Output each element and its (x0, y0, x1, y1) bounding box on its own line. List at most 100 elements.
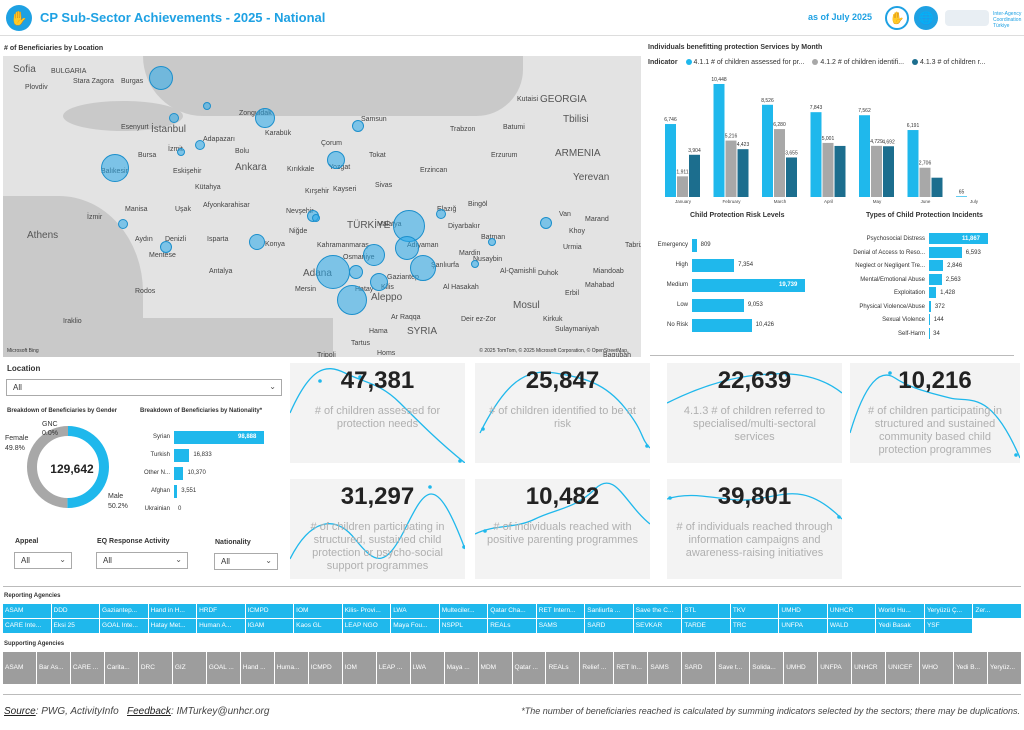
supporting-agency[interactable]: Huma... (274, 652, 308, 684)
location-bubble[interactable] (337, 285, 367, 315)
supporting-agency[interactable]: Relief ... (580, 652, 614, 684)
location-bubble[interactable] (101, 154, 129, 182)
reporting-agency[interactable]: Maya Fou... (391, 619, 439, 633)
reporting-agency[interactable]: CARE Inte... (3, 619, 51, 633)
reporting-agency[interactable]: SAMS (536, 619, 585, 633)
location-select[interactable]: All ⌄ (6, 379, 282, 396)
reporting-agency[interactable]: Yeryüzü Ç... (924, 604, 973, 618)
supporting-agency[interactable]: MDM (478, 652, 512, 684)
kpi-card[interactable]: 47,381 # of children assessed for protec… (290, 363, 465, 463)
nationality-row-bar[interactable] (174, 467, 184, 480)
monthly-bar-chart[interactable]: 6,746 1,911 3,904 January 10,448 5,216 4,423 Fe… (648, 40, 1020, 210)
reporting-agency[interactable]: UNHCR (827, 604, 876, 618)
monthly-bar[interactable] (883, 146, 894, 197)
location-bubble[interactable] (488, 238, 496, 246)
location-bubble[interactable] (312, 214, 320, 222)
location-bubble[interactable] (349, 265, 363, 279)
risk-row-bar[interactable] (692, 239, 697, 252)
reporting-agency[interactable]: HRDF (197, 604, 245, 618)
reporting-agency[interactable]: World Hu... (876, 604, 924, 618)
reporting-agency[interactable]: UMHD (779, 604, 827, 618)
monthly-bar[interactable] (786, 157, 797, 197)
kpi-card[interactable]: 10,482 # of individuals reached with pos… (475, 479, 650, 579)
location-bubble[interactable] (249, 234, 265, 250)
supporting-agency[interactable]: ASAM (3, 652, 36, 684)
reporting-agency[interactable]: NSPPL (439, 619, 488, 633)
monthly-bar[interactable] (907, 130, 919, 197)
reporting-agency[interactable]: LWA (391, 604, 439, 618)
supporting-agency[interactable]: CARE ... (70, 652, 104, 684)
feedback-value[interactable]: : IMTurkey@unhcr.org (170, 706, 270, 717)
supporting-agency[interactable]: Qatar ... (512, 652, 546, 684)
kpi-card[interactable]: 31,297 # of children participating in st… (290, 479, 465, 579)
monthly-bar[interactable] (774, 129, 785, 197)
location-bubble[interactable] (316, 255, 350, 289)
kpi-card[interactable]: 25,847 # of children identified to be at… (475, 363, 650, 463)
reporting-agency[interactable]: ICMPD (245, 604, 294, 618)
kpi-card[interactable]: 10,216 # of children participating in st… (850, 363, 1020, 463)
supporting-agency[interactable]: ICMPD (308, 652, 342, 684)
location-bubble[interactable] (363, 244, 385, 266)
supporting-agency[interactable]: SARD (682, 652, 716, 684)
reporting-agency[interactable]: ASAM (3, 604, 51, 618)
monthly-bar[interactable] (871, 145, 882, 197)
legend-series-1[interactable]: 4.1.1 # of children assessed for pr... (693, 59, 805, 66)
location-bubble[interactable] (540, 217, 552, 229)
supporting-agency[interactable]: LWA (410, 652, 444, 684)
supporting-agency[interactable]: UNHCR (852, 652, 886, 684)
reporting-agency[interactable]: STL (682, 604, 730, 618)
nationality-row-bar[interactable] (174, 485, 178, 498)
supporting-agency[interactable]: SAMS (648, 652, 682, 684)
reporting-agency[interactable]: Gaziantep... (100, 604, 148, 618)
monthly-bar[interactable] (725, 140, 737, 197)
reporting-agency[interactable]: Kaos GL (294, 619, 342, 633)
legend-series-2[interactable]: 4.1.2 # of children identifi... (820, 59, 905, 66)
reporting-agency[interactable]: Human A... (197, 619, 245, 633)
appeal-select[interactable]: All ⌄ (14, 552, 72, 569)
location-bubble[interactable] (395, 236, 419, 260)
incident-row-bar[interactable] (929, 246, 962, 258)
nationality-row-bar[interactable] (174, 449, 190, 462)
reporting-agency[interactable]: Hand in H... (148, 604, 197, 618)
reporting-agency[interactable]: DDD (51, 604, 100, 618)
supporting-agency[interactable]: Yeryüz... (988, 652, 1021, 684)
supporting-agency[interactable]: Maya ... (444, 652, 478, 684)
reporting-agency[interactable]: SARD (585, 619, 633, 633)
monthly-bar[interactable] (919, 167, 931, 197)
supporting-agency[interactable]: REALs (546, 652, 580, 684)
supporting-agency[interactable]: Carita... (104, 652, 138, 684)
reporting-agency[interactable]: Yedi Basak (876, 619, 924, 633)
reporting-agency[interactable]: SEVKAR (633, 619, 682, 633)
monthly-bar[interactable] (689, 154, 700, 197)
beneficiaries-map[interactable]: SofiaİstanbulAnkaraTÜRKİYEAdanaAleppoMos… (3, 56, 641, 357)
monthly-bar[interactable] (822, 142, 834, 197)
incident-row-bar[interactable] (929, 287, 937, 298)
risk-row-bar[interactable] (692, 259, 735, 272)
location-bubble[interactable] (195, 140, 205, 150)
location-bubble[interactable] (471, 260, 479, 268)
reporting-agency[interactable]: YSF (924, 619, 973, 633)
kpi-card[interactable]: 39,801 # of individuals reached through … (667, 479, 842, 579)
risk-row-bar[interactable] (692, 299, 744, 312)
reporting-agency[interactable]: Save the C... (633, 604, 682, 618)
monthly-bar[interactable] (665, 124, 676, 197)
location-bubble[interactable] (149, 66, 173, 90)
monthly-bar[interactable] (762, 104, 773, 197)
risk-row-bar[interactable] (692, 319, 752, 332)
supporting-agency[interactable]: Hand ... (240, 652, 274, 684)
supporting-agency[interactable]: WHO (920, 652, 954, 684)
reporting-agency[interactable]: LEAP NGO (342, 619, 391, 633)
supporting-agency[interactable]: GOAL ... (206, 652, 240, 684)
location-bubble[interactable] (255, 108, 275, 128)
reporting-agency[interactable]: Hatay Met... (148, 619, 197, 633)
location-bubble[interactable] (169, 113, 179, 123)
incident-row-bar[interactable] (929, 260, 944, 271)
supporting-agency[interactable]: UMHD (784, 652, 818, 684)
supporting-agency[interactable]: Yedi B... (954, 652, 988, 684)
supporting-agency[interactable]: GIZ (172, 652, 206, 684)
reporting-agency[interactable]: TARDE (682, 619, 730, 633)
supporting-agency[interactable]: IOM (342, 652, 376, 684)
location-bubble[interactable] (436, 209, 446, 219)
donut-slice-female[interactable] (27, 426, 109, 508)
reporting-agency[interactable]: IOM (294, 604, 342, 618)
